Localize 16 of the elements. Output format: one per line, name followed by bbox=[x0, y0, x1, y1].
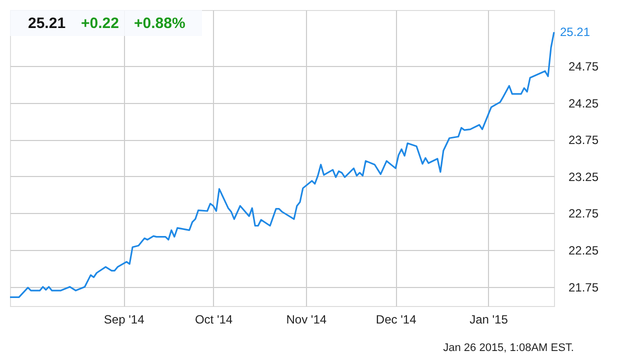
x-tick-label: Oct '14 bbox=[194, 312, 233, 326]
y-tick-label: 21.75 bbox=[568, 280, 599, 294]
y-tick-label: 23.75 bbox=[568, 133, 599, 148]
y-tick-label: 23.25 bbox=[568, 170, 599, 184]
y-tick-label: 22.75 bbox=[568, 206, 599, 221]
chart-title: 25.21 +0.22 +0.88% bbox=[28, 15, 186, 32]
y-tick-label: 22.25 bbox=[568, 244, 599, 258]
x-tick-label: Dec '14 bbox=[376, 312, 417, 326]
y-tick-label: 24.25 bbox=[568, 96, 599, 110]
text: Jan 26 2015, 1:08AM EST. bbox=[443, 342, 574, 354]
x-tick-label: Jan '15 bbox=[470, 312, 508, 326]
x-tick-label: Sep '14 bbox=[104, 312, 145, 326]
x-tick-label: Nov '14 bbox=[286, 312, 327, 326]
y-tick-label: 24.75 bbox=[568, 59, 599, 74]
annotation: 25.21 bbox=[560, 25, 590, 40]
line-series bbox=[9, 31, 555, 298]
